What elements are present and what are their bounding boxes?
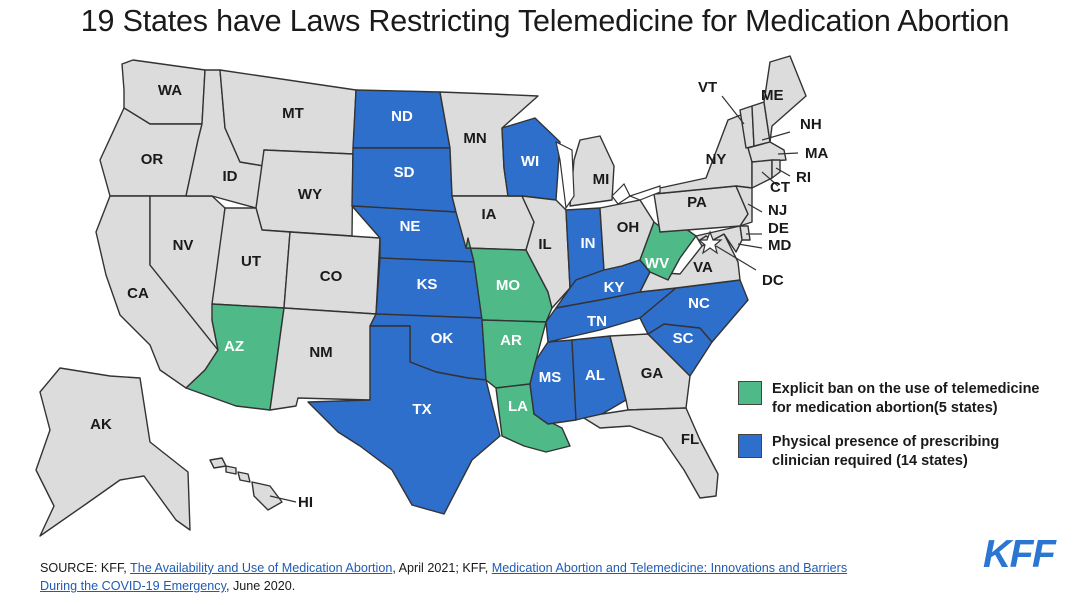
- kff-logo: KFF: [983, 533, 1056, 576]
- legend-text-line: Explicit ban on the use of telemedicine: [772, 381, 1040, 397]
- state-label-oh: OH: [617, 219, 640, 236]
- source-suffix: , June 2020.: [225, 579, 296, 593]
- source-mid: , April 2021; KFF,: [392, 561, 492, 575]
- state-IA[interactable]: [451, 195, 535, 251]
- state-label-sc: SC: [673, 330, 694, 347]
- state-label-ms: MS: [539, 369, 562, 386]
- state-label-ky: KY: [604, 279, 625, 296]
- state-label-dc: DC: [762, 272, 784, 289]
- page-title: 19 States have Laws Restricting Telemedi…: [80, 4, 1010, 38]
- state-label-ak: AK: [90, 416, 112, 433]
- source-note: SOURCE: KFF, The Availability and Use of…: [40, 559, 940, 595]
- state-label-nv: NV: [173, 237, 194, 254]
- state-label-mi: MI: [593, 171, 610, 188]
- state-label-ct: CT: [770, 179, 790, 196]
- source-link-telemedicine-cont[interactable]: During the COVID-19 Emergency: [40, 579, 226, 593]
- state-label-ri: RI: [796, 169, 811, 186]
- dc-star-icon: [697, 230, 723, 255]
- state-MD[interactable]: [695, 225, 743, 253]
- state-label-nh: NH: [800, 116, 822, 133]
- state-label-il: IL: [538, 236, 551, 253]
- state-label-vt: VT: [698, 79, 717, 96]
- state-MA[interactable]: [747, 141, 787, 163]
- state-label-ok: OK: [431, 330, 454, 347]
- state-MI[interactable]: [569, 135, 615, 207]
- state-NJ[interactable]: [735, 185, 753, 227]
- state-TX[interactable]: [307, 325, 501, 515]
- state-HI[interactable]: [209, 457, 283, 511]
- state-label-la: LA: [508, 398, 528, 415]
- state-labels: WA OR CA ID NV MT WY UT AZ CO NM ND SD NE KS OK TX MN IA MO…: [90, 82, 726, 448]
- state-label-ar: AR: [500, 332, 522, 349]
- state-label-me: ME: [761, 87, 784, 104]
- legend-text-line: for medication abortion(5 states): [772, 400, 998, 416]
- state-label-tn: TN: [587, 313, 607, 330]
- state-label-tx: TX: [412, 401, 431, 418]
- state-label-nd: ND: [391, 108, 413, 125]
- state-label-fl: FL: [681, 431, 699, 448]
- legend-item-ban: Explicit ban on the use of telemedicine …: [738, 380, 1040, 418]
- legend-text-line: Physical presence of prescribing: [772, 434, 1000, 450]
- state-label-wv: WV: [645, 255, 669, 272]
- legend-text-line: clinician required (14 states): [772, 453, 968, 469]
- state-RI[interactable]: [771, 159, 781, 179]
- state-label-wy: WY: [298, 186, 322, 203]
- state-label-md: MD: [768, 237, 791, 254]
- state-CT[interactable]: [751, 159, 773, 189]
- state-label-ne: NE: [400, 218, 421, 235]
- state-label-ia: IA: [482, 206, 497, 223]
- state-label-nj: NJ: [768, 202, 787, 219]
- great-lakes: [555, 140, 661, 210]
- state-label-ma: MA: [805, 145, 828, 162]
- state-label-de: DE: [768, 220, 789, 237]
- state-label-al: AL: [585, 367, 605, 384]
- state-AK[interactable]: [35, 367, 191, 537]
- state-label-mo: MO: [496, 277, 520, 294]
- state-label-ks: KS: [417, 276, 438, 293]
- source-prefix: SOURCE: KFF,: [40, 561, 131, 575]
- state-label-nc: NC: [688, 295, 710, 312]
- state-label-id: ID: [223, 168, 238, 185]
- source-link-availability[interactable]: The Availability and Use of Medication A…: [130, 561, 393, 575]
- state-label-ca: CA: [127, 285, 149, 302]
- state-label-sd: SD: [394, 164, 415, 181]
- state-label-nm: NM: [309, 344, 332, 361]
- legend-swatch-presence: [738, 434, 762, 458]
- source-link-telemedicine[interactable]: Medication Abortion and Telemedicine: In…: [491, 561, 848, 575]
- state-FL[interactable]: [583, 407, 719, 499]
- state-IL[interactable]: [521, 195, 571, 309]
- state-label-ny: NY: [706, 151, 727, 168]
- state-label-or: OR: [141, 151, 164, 168]
- legend-swatch-ban: [738, 381, 762, 405]
- callout-lines: [269, 95, 799, 503]
- state-label-ga: GA: [641, 365, 664, 382]
- us-map: WA OR CA ID NV MT WY UT AZ CO NM ND SD NE KS OK TX MN IA MO…: [35, 55, 828, 537]
- state-label-hi: HI: [298, 494, 313, 511]
- state-label-wi: WI: [521, 153, 539, 170]
- state-label-co: CO: [320, 268, 343, 285]
- state-label-az: AZ: [224, 338, 244, 355]
- state-label-mt: MT: [282, 105, 304, 122]
- state-label-in: IN: [581, 235, 596, 252]
- state-NY[interactable]: [653, 111, 753, 195]
- state-label-pa: PA: [687, 194, 707, 211]
- state-label-va: VA: [693, 259, 713, 276]
- state-label-mn: MN: [463, 130, 486, 147]
- state-label-ut: UT: [241, 253, 261, 270]
- legend-item-presence: Physical presence of prescribing clinici…: [738, 433, 999, 471]
- state-label-wa: WA: [158, 82, 182, 99]
